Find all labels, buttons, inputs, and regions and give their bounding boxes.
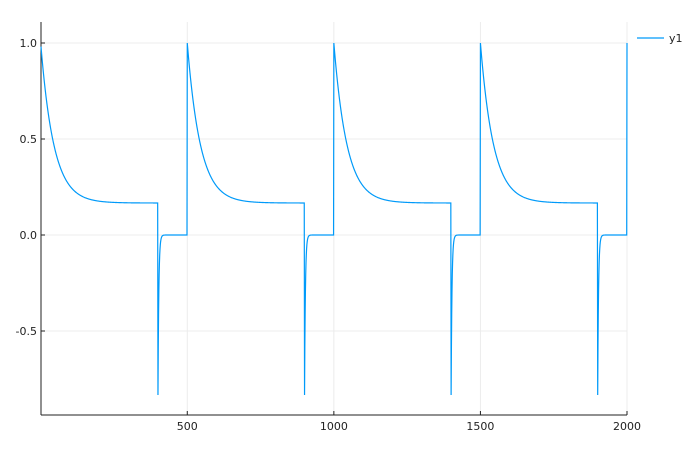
axes	[40, 22, 628, 416]
x-tick-label: 1000	[320, 420, 348, 433]
y-tick-label: 0.5	[20, 133, 38, 146]
legend-label: y1	[669, 32, 683, 45]
series-line-y1	[40, 42, 628, 395]
series-lines	[40, 42, 628, 395]
y-tick-label: 1.0	[20, 37, 38, 50]
y-tick-label: 0.0	[20, 229, 38, 242]
legend: y1	[637, 32, 683, 45]
tick-labels: 500 1000 1500 2000 1.0 0.5 0.0 -0.5	[16, 37, 641, 433]
x-tick-label: 1500	[466, 420, 494, 433]
x-tick-label: 500	[177, 420, 198, 433]
x-tick-label: 2000	[613, 420, 641, 433]
y-tick-label: -0.5	[16, 325, 37, 338]
